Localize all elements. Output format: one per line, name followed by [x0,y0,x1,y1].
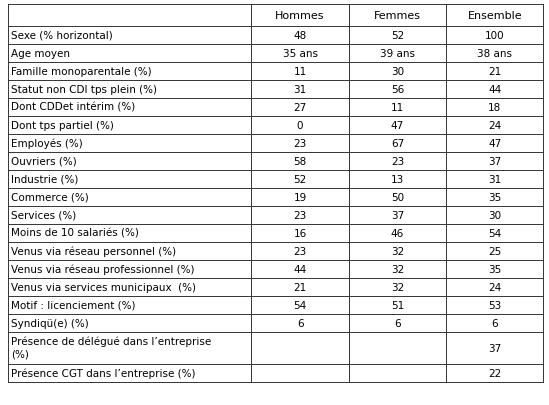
Text: 27: 27 [294,103,307,113]
Text: (%): (%) [11,349,29,359]
Text: 24: 24 [488,282,501,292]
Text: Industrie (%): Industrie (%) [11,175,79,185]
Text: 30: 30 [488,211,501,220]
Text: Ouvriers (%): Ouvriers (%) [11,157,77,166]
Text: 44: 44 [294,264,307,274]
Text: 50: 50 [391,192,404,202]
Text: 21: 21 [294,282,307,292]
Text: 32: 32 [391,264,404,274]
Text: 39 ans: 39 ans [380,49,415,59]
Text: Statut non CDI tps plein (%): Statut non CDI tps plein (%) [11,85,157,95]
Text: Dont tps partiel (%): Dont tps partiel (%) [11,121,114,131]
Text: 46: 46 [391,228,404,239]
Text: Syndiqü(e) (%): Syndiqü(e) (%) [11,318,89,328]
Text: 67: 67 [391,139,404,149]
Text: 35 ans: 35 ans [283,49,318,59]
Text: 53: 53 [488,300,501,310]
Text: 51: 51 [391,300,404,310]
Text: 23: 23 [294,211,307,220]
Text: Moins de 10 salariés (%): Moins de 10 salariés (%) [11,228,139,239]
Text: Commerce (%): Commerce (%) [11,192,89,202]
Text: 38 ans: 38 ans [477,49,512,59]
Text: 35: 35 [488,192,501,202]
Text: Présence de délégué dans l’entreprise: Présence de délégué dans l’entreprise [11,336,211,346]
Text: 0: 0 [297,121,304,131]
Text: 54: 54 [488,228,501,239]
Text: 52: 52 [391,31,404,41]
Text: 58: 58 [294,157,307,166]
Text: 37: 37 [488,157,501,166]
Text: 19: 19 [294,192,307,202]
Text: 25: 25 [488,246,501,256]
Text: 32: 32 [391,246,404,256]
Text: 37: 37 [488,343,501,353]
Text: 52: 52 [294,175,307,185]
Text: 23: 23 [294,246,307,256]
Text: 30: 30 [391,67,404,77]
Text: Employés (%): Employés (%) [11,139,83,149]
Text: 56: 56 [391,85,404,95]
Text: 44: 44 [488,85,501,95]
Text: 37: 37 [391,211,404,220]
Text: 6: 6 [491,318,498,328]
Text: Présence CGT dans l’entreprise (%): Présence CGT dans l’entreprise (%) [11,368,195,378]
Text: 54: 54 [294,300,307,310]
Text: Ensemble: Ensemble [468,11,522,21]
Text: 32: 32 [391,282,404,292]
Text: 23: 23 [294,139,307,149]
Text: 24: 24 [488,121,501,131]
Text: 35: 35 [488,264,501,274]
Text: 11: 11 [391,103,404,113]
Text: 21: 21 [488,67,501,77]
Text: Hommes: Hommes [276,11,325,21]
Text: Famille monoparentale (%): Famille monoparentale (%) [11,67,152,77]
Text: Venus via réseau professionnel (%): Venus via réseau professionnel (%) [11,264,194,275]
Text: 47: 47 [391,121,404,131]
Text: Age moyen: Age moyen [11,49,70,59]
Text: Sexe (% horizontal): Sexe (% horizontal) [11,31,113,41]
Text: 48: 48 [294,31,307,41]
Text: Venus via services municipaux  (%): Venus via services municipaux (%) [11,282,196,292]
Text: 23: 23 [391,157,404,166]
Text: 31: 31 [294,85,307,95]
Text: Services (%): Services (%) [11,211,76,220]
Text: 11: 11 [294,67,307,77]
Text: Femmes: Femmes [374,11,421,21]
Text: Motif : licenciement (%): Motif : licenciement (%) [11,300,136,310]
Text: Dont CDDet intérim (%): Dont CDDet intérim (%) [11,103,135,113]
Text: 6: 6 [297,318,304,328]
Text: 100: 100 [485,31,505,41]
Text: 13: 13 [391,175,404,185]
Text: 6: 6 [394,318,401,328]
Text: Venus via réseau personnel (%): Venus via réseau personnel (%) [11,246,176,257]
Text: 16: 16 [294,228,307,239]
Text: 47: 47 [488,139,501,149]
Text: 18: 18 [488,103,501,113]
Text: 31: 31 [488,175,501,185]
Text: 22: 22 [488,368,501,378]
